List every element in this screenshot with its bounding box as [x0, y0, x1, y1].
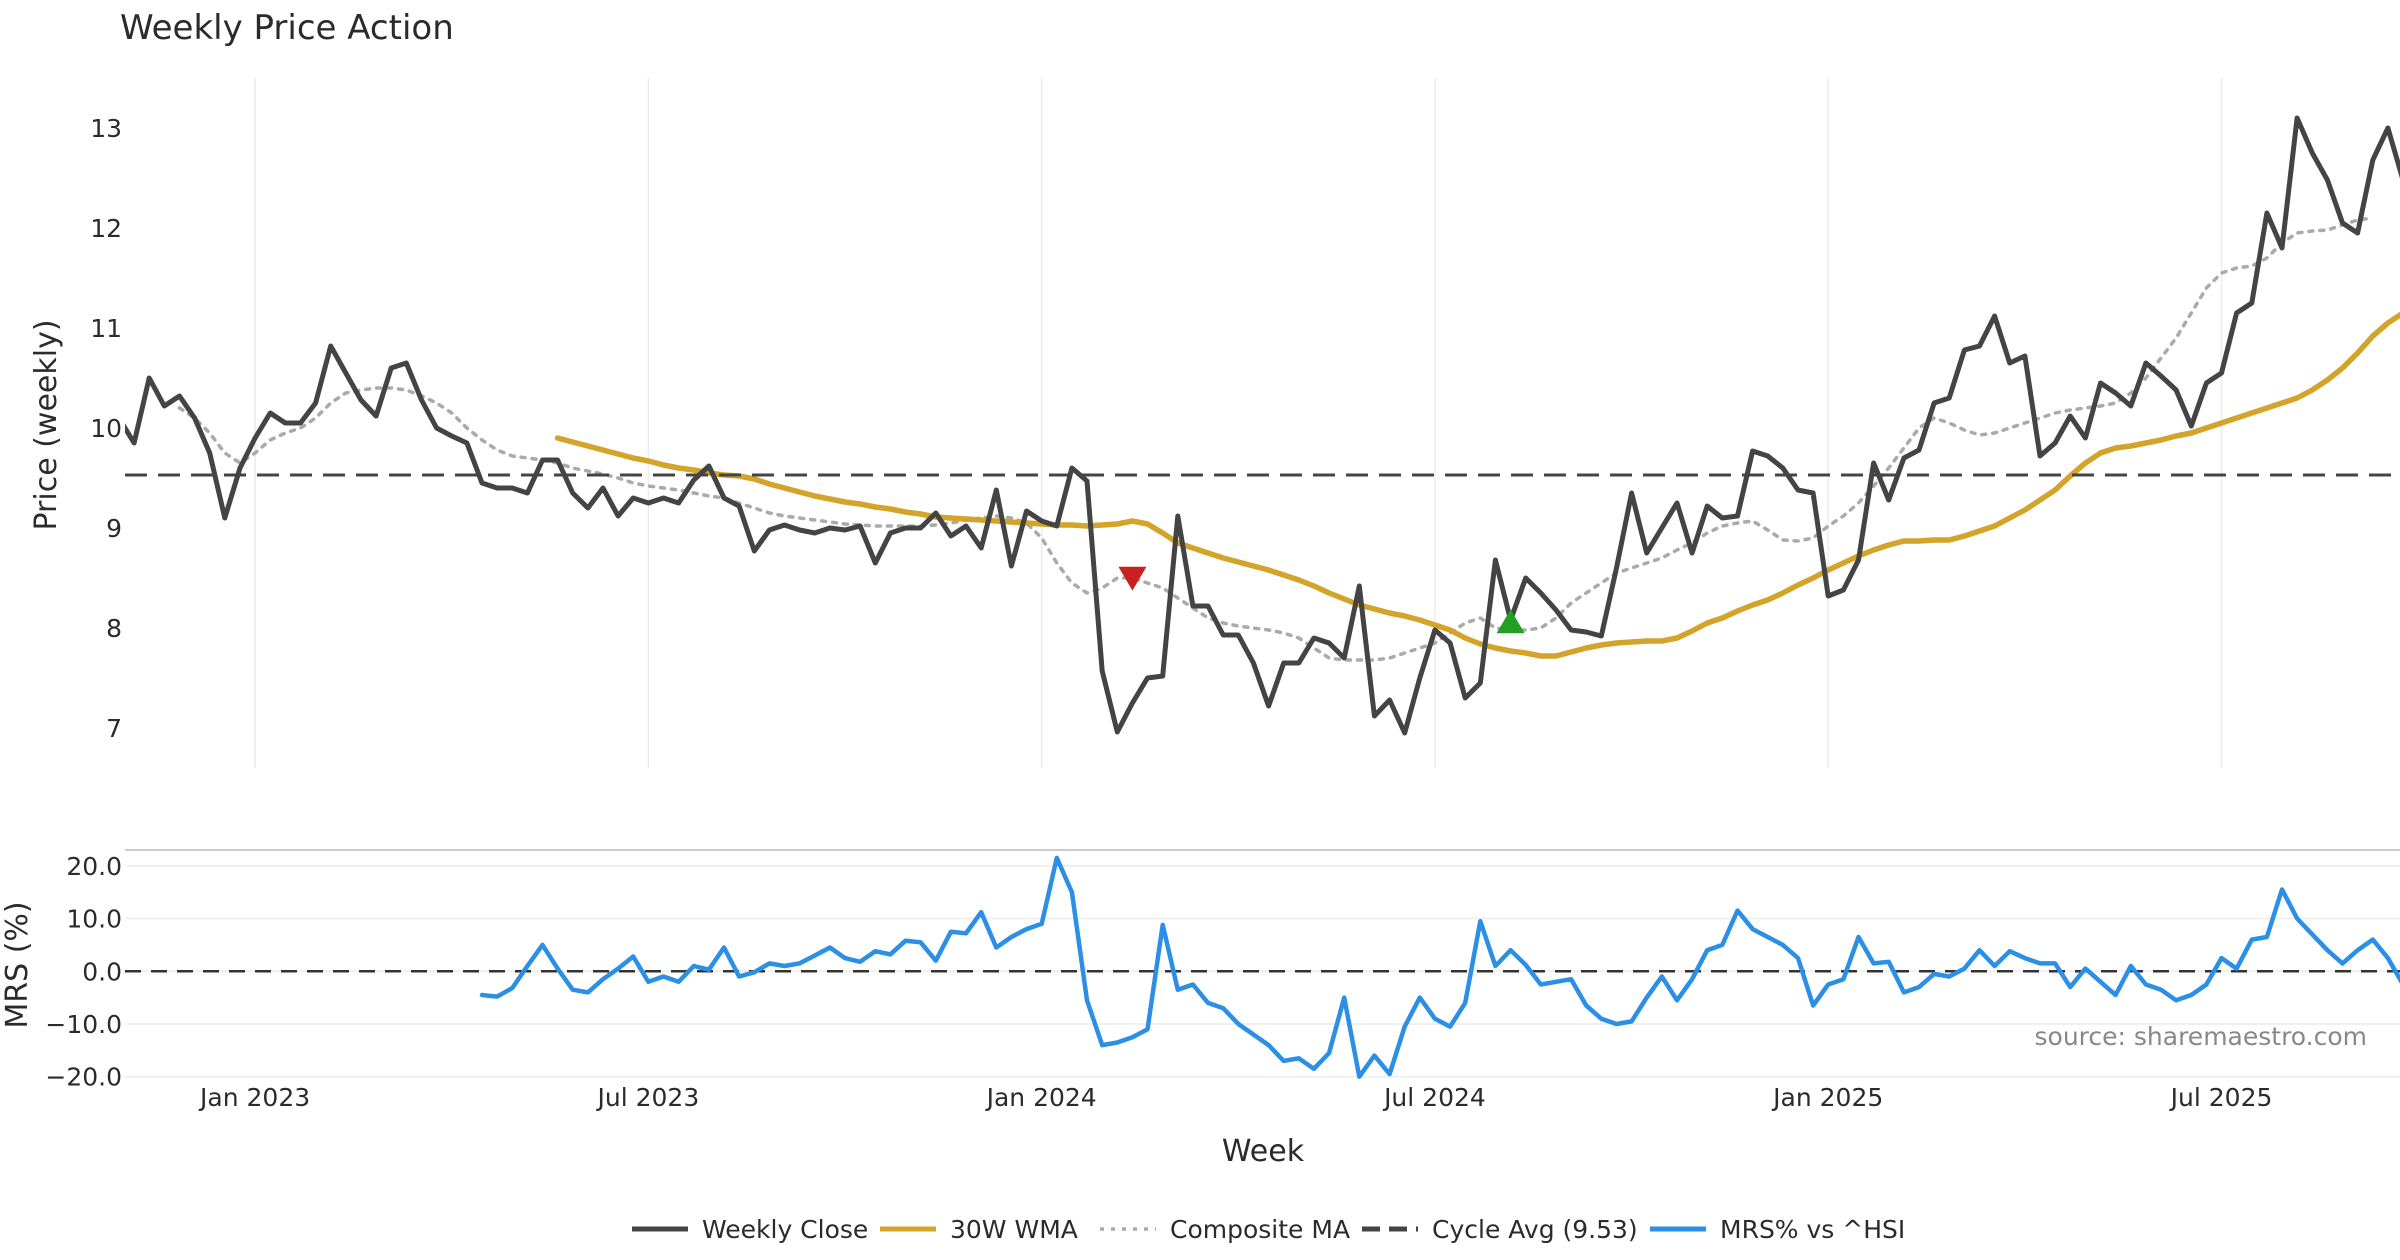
mrs-y-tick-labels: 20.0 10.0 0.0 −10.0 −20.0	[45, 852, 122, 1092]
mrs-line	[479, 855, 2400, 1079]
mrs-y-tick-label: 10.0	[66, 905, 122, 934]
price-y-tick-labels: 7 8 9 10 11 12 13	[90, 114, 122, 743]
price-y-tick-label: 8	[106, 614, 122, 643]
mrs-y-tick-label: 20.0	[66, 852, 122, 881]
x-tick-label: Jul 2025	[2169, 1083, 2273, 1112]
legend-label: 30W WMA	[950, 1215, 1078, 1244]
x-tick-label: Jul 2023	[596, 1083, 700, 1112]
legend-label: MRS% vs ^HSI	[1720, 1215, 1905, 1244]
x-tick-label: Jan 2025	[1771, 1083, 1883, 1112]
mrs-series-group	[125, 855, 2400, 1079]
legend-label: Weekly Close	[702, 1215, 868, 1244]
legend: Weekly Close 30W WMA Composite MA Cycle Avg…	[632, 1215, 1905, 1244]
weekly-close-line	[125, 115, 2400, 736]
x-tick-label: Jul 2024	[1382, 1083, 1486, 1112]
price-y-tick-label: 13	[90, 114, 122, 143]
mrs-gridlines	[125, 865, 2400, 1078]
mrs-y-tick-label: −10.0	[45, 1010, 122, 1039]
mrs-y-tick-label: 0.0	[82, 957, 122, 986]
legend-label: Cycle Avg (9.53)	[1432, 1215, 1638, 1244]
buy-signal-marker	[1496, 609, 1525, 634]
wma-30w-line	[554, 311, 2400, 659]
source-credit: source: sharemaestro.com	[2035, 1022, 2368, 1051]
price-y-axis-label: Price (weekly)	[29, 319, 64, 530]
price-y-tick-label: 11	[90, 314, 122, 343]
sell-signal-marker	[1118, 566, 1147, 591]
mrs-y-axis-label: MRS (%)	[0, 901, 35, 1028]
mrs-y-tick-label: −20.0	[45, 1063, 122, 1092]
price-y-tick-label: 12	[90, 214, 122, 243]
x-tick-labels: Jan 2023 Jul 2023 Jan 2024 Jul 2024 Jan 2025…	[198, 1083, 2272, 1112]
price-series-group	[125, 115, 2400, 736]
price-y-tick-label: 9	[106, 514, 122, 543]
price-y-tick-label: 7	[106, 714, 122, 743]
x-tick-label: Jan 2023	[198, 1083, 310, 1112]
x-axis-label: Week	[1222, 1134, 1305, 1169]
legend-label: Composite MA	[1170, 1215, 1350, 1244]
composite-ma-line	[177, 216, 2375, 662]
chart-title: Weekly Price Action	[120, 8, 454, 48]
x-tick-label: Jan 2024	[985, 1083, 1097, 1112]
price-y-tick-label: 10	[90, 414, 122, 443]
